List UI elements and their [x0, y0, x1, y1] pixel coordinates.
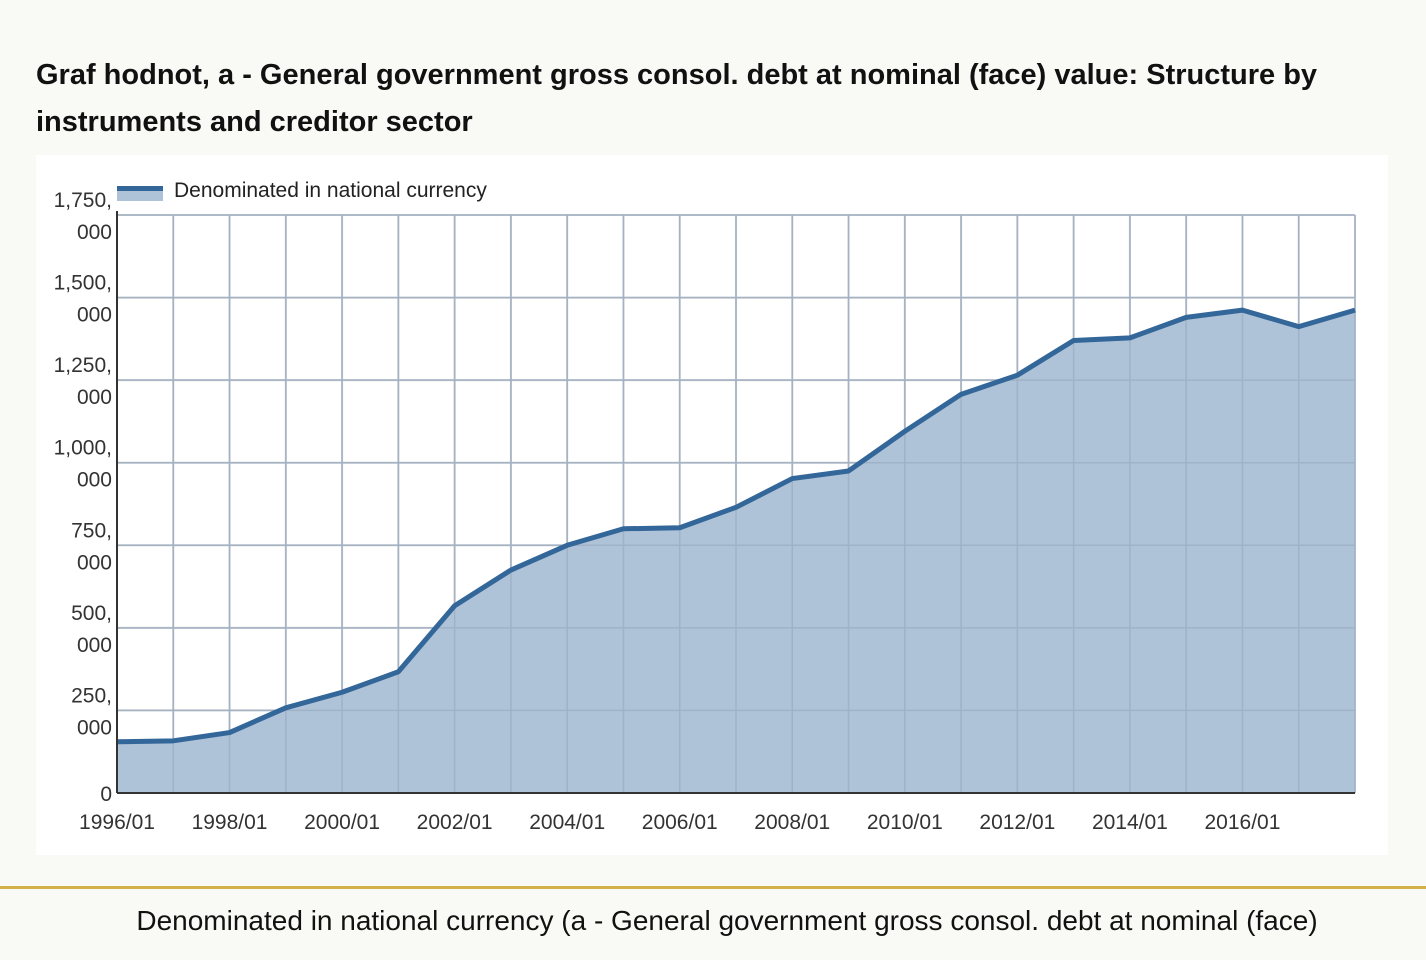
y-tick-label: 500, 000: [71, 602, 112, 657]
y-tick-line: 250,: [71, 684, 112, 707]
series-line: [116, 307, 1356, 745]
y-tick-line: 0: [100, 783, 112, 806]
y-tick-line: 000: [77, 221, 112, 244]
y-tick-label: 750, 000: [71, 519, 112, 574]
series-group: [116, 214, 1356, 793]
x-tick-label: 1996/01: [79, 811, 155, 834]
y-tick-line: 000: [77, 716, 112, 739]
chart-title: Graf hodnot, a - General government gros…: [36, 59, 1318, 138]
x-tick-label: 2002/01: [417, 811, 493, 834]
y-tick-line: 000: [77, 386, 112, 409]
x-tick-label: 2008/01: [754, 811, 830, 834]
x-tick-label: 2004/01: [529, 811, 605, 834]
divider: [0, 886, 1426, 889]
x-tick-label: 2010/01: [867, 811, 943, 834]
y-tick-label: 0: [100, 783, 112, 806]
x-tick-label: 1998/01: [192, 811, 268, 834]
y-tick-line: 1,250,: [54, 354, 112, 377]
x-tick-labels: 1996/01 1998/01 2000/01 2002/01 2004/01 2006/…: [79, 811, 1280, 834]
y-tick-line: 1,000,: [54, 437, 112, 460]
y-tick-line: 000: [77, 634, 112, 657]
x-tick-label: 2014/01: [1092, 811, 1168, 834]
x-tick-label: 2000/01: [304, 811, 380, 834]
chart-caption: Denominated in national currency (a - Ge…: [0, 905, 1426, 937]
y-tick-line: 000: [77, 469, 112, 492]
legend: Denominated in national currency: [117, 179, 487, 202]
y-tick-line: 000: [77, 551, 112, 574]
area-chart: 0 250, 000 500, 000 750, 000 1,000, 000 1,250, 000…: [54, 179, 1356, 834]
y-tick-labels: 0 250, 000 500, 000 750, 000 1,000, 000 1,250, 000…: [54, 189, 112, 806]
y-tick-label: 1,250, 000: [54, 354, 112, 409]
x-tick-label: 2012/01: [979, 811, 1055, 834]
y-tick-label: 250, 000: [71, 684, 112, 739]
chart-panel: 0 250, 000 500, 000 750, 000 1,000, 000 1,250, 000…: [36, 155, 1388, 855]
y-tick-line: 000: [77, 304, 112, 327]
y-tick-label: 1,500, 000: [54, 272, 112, 327]
y-tick-line: 1,750,: [54, 189, 112, 212]
caption-text: Denominated in national currency (a - Ge…: [136, 905, 1318, 936]
x-tick-label: 2006/01: [642, 811, 718, 834]
x-tick-label: 2016/01: [1204, 811, 1280, 834]
y-tick-line: 750,: [71, 519, 112, 542]
y-tick-label: 1,000, 000: [54, 437, 112, 492]
y-tick-label: 1,750, 000: [54, 189, 112, 244]
legend-swatch-line: [117, 186, 163, 191]
y-tick-line: 1,500,: [54, 272, 112, 295]
legend-label: Denominated in national currency: [174, 179, 487, 202]
y-tick-line: 500,: [71, 602, 112, 625]
